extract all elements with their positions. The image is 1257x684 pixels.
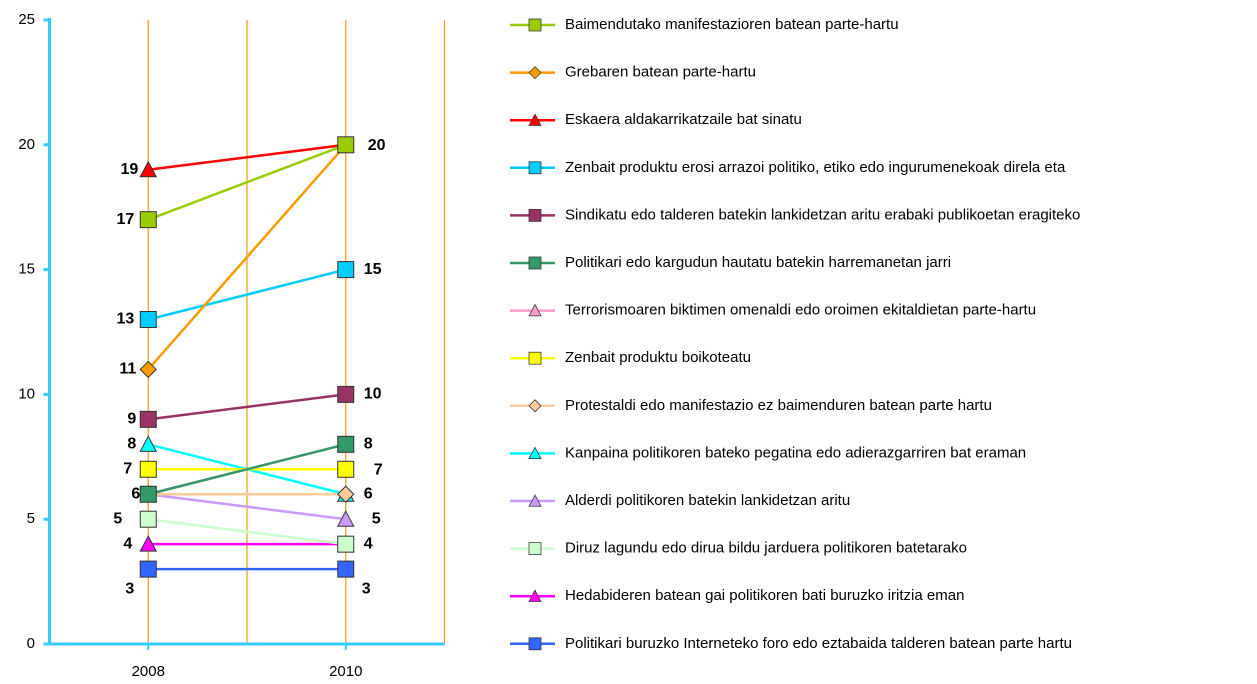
data-label: 9 [127, 411, 136, 428]
data-point [139, 535, 158, 552]
data-point [139, 311, 157, 329]
data-point [337, 535, 355, 553]
data-label: 20 [368, 137, 386, 154]
data-label: 5 [372, 510, 381, 527]
data-label: 3 [125, 580, 134, 597]
legend-marker [528, 256, 542, 270]
data-point [139, 435, 158, 452]
legend-marker [528, 446, 542, 460]
legend-marker [528, 18, 542, 32]
legend-marker [528, 494, 542, 507]
legend-marker [528, 161, 542, 175]
data-point [139, 160, 158, 178]
legend-label: Politikari edo kargudun hautatu batekin … [565, 254, 951, 271]
series-line [147, 443, 347, 496]
data-point [337, 136, 355, 154]
data-point [139, 560, 157, 578]
y-tick-label: 0 [27, 635, 35, 652]
legend-label: Grebaren batean parte-hartu [565, 64, 756, 81]
series-line [147, 143, 347, 371]
legend-label: Zenbait produktu erosi arrazoi politiko,… [565, 159, 1066, 176]
data-label: 6 [364, 485, 373, 502]
data-point [337, 435, 355, 453]
legend-label: Zenbait produktu boikoteatu [565, 349, 751, 366]
legend-label: Alderdi politikoren batekin lankidetzan … [565, 492, 850, 509]
legend-label: Baimendutako manifestazioren batean part… [565, 16, 899, 33]
legend-marker [528, 351, 542, 365]
data-label: 17 [116, 211, 134, 228]
legend-marker [528, 589, 542, 602]
legend-label: Sindikatu edo talderen batekin lankidetz… [565, 206, 1080, 223]
data-label: 10 [364, 386, 382, 403]
data-point [139, 360, 157, 379]
data-label: 15 [364, 261, 382, 278]
y-tick-label: 10 [18, 385, 35, 402]
data-point [336, 510, 355, 527]
series-line [148, 517, 346, 546]
data-label: 4 [123, 535, 132, 552]
series-line [147, 143, 347, 221]
legend-marker [528, 303, 542, 317]
legend-label: Kanpaina politikoren bateko pegatina edo… [565, 444, 1026, 461]
x-tick-label: 2008 [132, 663, 165, 680]
legend-label: Hedabideren batean gai politikoren bati … [565, 587, 964, 604]
y-tick-label: 5 [27, 510, 35, 527]
y-tick-label: 15 [18, 261, 35, 278]
data-label: 8 [127, 436, 136, 453]
series-line [148, 143, 346, 172]
series-line [148, 492, 346, 521]
legend-label: Politikari buruzko Interneteko foro edo … [565, 635, 1072, 652]
data-point [337, 560, 355, 578]
data-label: 13 [116, 311, 134, 328]
data-label: 7 [123, 460, 132, 477]
data-label: 5 [113, 510, 122, 527]
legend-marker [528, 66, 542, 80]
y-tick-label: 20 [18, 136, 35, 153]
legend-label: Diruz lagundu edo dirua bildu jarduera p… [565, 540, 967, 557]
data-point [337, 261, 355, 279]
data-point [139, 510, 157, 528]
data-label: 4 [364, 535, 373, 552]
data-point [337, 460, 355, 478]
data-point [139, 460, 157, 478]
x-tick-label: 2010 [329, 663, 362, 680]
data-label: 8 [364, 436, 373, 453]
data-point [139, 485, 157, 503]
data-label: 6 [131, 485, 140, 502]
legend-label: Eskaera aldakarrikatzaile bat sinatu [565, 111, 802, 128]
data-point [337, 485, 355, 503]
series-line [148, 393, 346, 421]
legend-label: Protestaldi edo manifestazio ez baimendu… [565, 397, 992, 414]
series-line [147, 268, 347, 321]
data-point [139, 211, 157, 229]
data-label: 7 [374, 461, 383, 478]
data-point [337, 385, 355, 403]
legend-marker [528, 542, 542, 555]
legend-marker [528, 399, 542, 413]
legend-marker [528, 113, 542, 126]
legend-label: Terrorismoaren biktimen omenaldi edo oro… [565, 302, 1036, 319]
y-tick-label: 25 [18, 11, 35, 28]
legend-marker [528, 209, 542, 222]
data-label: 11 [119, 361, 136, 378]
data-point [139, 410, 157, 428]
data-label: 3 [362, 580, 371, 597]
legend-marker [528, 637, 542, 651]
data-label: 19 [120, 161, 138, 178]
